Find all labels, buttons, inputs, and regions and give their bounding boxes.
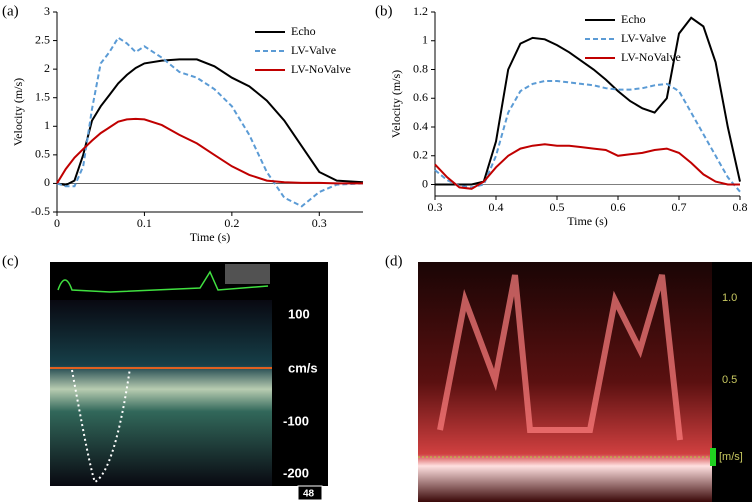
y-tick-label: 3 (44, 4, 50, 18)
legend-label: Echo (291, 24, 316, 38)
series-line (435, 16, 741, 186)
axis-label: 1.0 (722, 292, 737, 304)
series-line (56, 117, 363, 185)
panel-label: (b) (375, 3, 393, 19)
y-tick-label: 1 (44, 118, 50, 132)
legend-label: LV-NoValve (621, 50, 681, 64)
frame-box (297, 485, 323, 501)
x-tick-label: 0 (54, 216, 60, 230)
x-axis-title: Time (s) (190, 230, 231, 244)
series-line (434, 143, 740, 190)
legend-label: Echo (621, 12, 646, 26)
y-tick-label: 0.2 (413, 148, 428, 162)
x-tick-label: 0.7 (672, 200, 687, 214)
legend-label: LV-Valve (291, 43, 336, 57)
x-axis-title: Time (s) (567, 214, 608, 228)
y-tick-label: 1 (422, 33, 428, 47)
y-tick-label: 1.2 (413, 4, 428, 18)
frame-number: 48 (303, 489, 315, 500)
series-line (56, 58, 364, 187)
x-tick-label: 0.5 (550, 200, 565, 214)
x-tick-label: 0.1 (137, 216, 152, 230)
axis-label: -100 (283, 413, 309, 428)
y-tick-label: 1.5 (35, 89, 50, 103)
x-tick-label: 0.3 (428, 200, 443, 214)
doppler-image-c (50, 262, 328, 486)
axis-label: 0.5 (722, 374, 737, 386)
axis-label: -200 (283, 465, 309, 480)
y-tick-label: 0 (422, 176, 428, 190)
y-tick-label: 0.8 (413, 61, 428, 75)
doppler-image-d (418, 262, 752, 502)
x-tick-label: 0.4 (489, 200, 504, 214)
series-line (434, 80, 741, 193)
x-tick-label: 0.8 (733, 200, 748, 214)
y-tick-label: 2.5 (35, 32, 50, 46)
y-tick-label: 0.6 (413, 90, 428, 104)
y-tick-label: 0 (44, 175, 50, 189)
y-tick-label: 0.5 (35, 147, 50, 161)
y-axis-title: Velocity (m/s) (389, 70, 403, 138)
x-tick-label: 0.3 (312, 216, 327, 230)
panel-label: (d) (385, 253, 403, 269)
legend-label: LV-NoValve (291, 62, 351, 76)
panel-label: (a) (2, 3, 19, 19)
x-tick-label: 0.2 (224, 216, 239, 230)
x-tick-label: 0.6 (611, 200, 626, 214)
series-line (56, 36, 364, 208)
axis-label: cm/s (288, 360, 318, 375)
y-tick-label: 2 (44, 61, 50, 75)
legend-label: LV-Valve (621, 31, 666, 45)
y-tick-label: -0.5 (31, 204, 50, 218)
panel-label: (c) (2, 253, 19, 269)
y-tick-label: 0.4 (413, 119, 428, 133)
axis-label: [m/s] (719, 451, 743, 463)
y-axis-title: Velocity (m/s) (11, 78, 25, 146)
axis-label: 100 (288, 306, 310, 321)
